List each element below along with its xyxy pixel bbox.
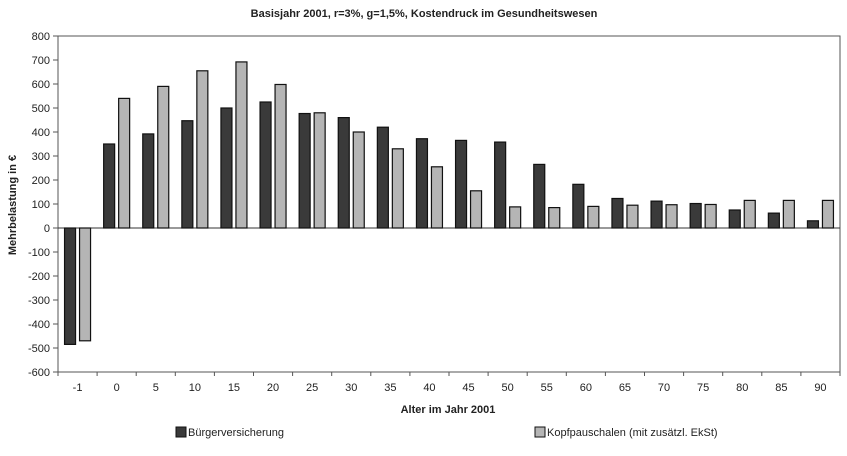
x-tick-label: -1 [73, 382, 83, 394]
x-tick-label: 75 [697, 382, 709, 394]
legend-label: Kopfpauschalen (mit zusätzl. EkSt) [547, 427, 718, 439]
x-tick-label: 30 [345, 382, 357, 394]
bar-kopfpauschalen [118, 97, 131, 229]
bar-buergerversicherung [63, 227, 77, 346]
y-axis-title: Mehrbelastung in € [7, 155, 19, 255]
x-tick-label: 90 [814, 382, 826, 394]
y-tick-label: 600 [32, 79, 50, 91]
bar-buergerversicherung [337, 116, 350, 229]
bar-buergerversicherung [494, 141, 507, 229]
bar-kopfpauschalen [313, 112, 326, 229]
bar-buergerversicherung [806, 220, 820, 229]
bar-buergerversicherung [376, 126, 389, 229]
bar-buergerversicherung [767, 212, 780, 229]
x-tick-label: 65 [619, 382, 631, 394]
x-tick-label: 70 [658, 382, 670, 394]
bar-buergerversicherung [181, 120, 194, 229]
plot-area: -600-500-400-300-200-1000100200300400500… [28, 31, 841, 394]
bar-kopfpauschalen [469, 190, 483, 229]
bar-kopfpauschalen [821, 199, 835, 229]
y-tick-label: 300 [32, 151, 50, 163]
bar-kopfpauschalen [78, 227, 92, 342]
bar-buergerversicherung [142, 133, 155, 229]
x-tick-label: 85 [775, 382, 787, 394]
bar-buergerversicherung [689, 202, 702, 229]
bar-kopfpauschalen [391, 148, 404, 229]
bar-buergerversicherung [728, 209, 741, 229]
bar-buergerversicherung [650, 200, 663, 229]
bar-kopfpauschalen [430, 166, 444, 229]
bar-buergerversicherung [611, 197, 624, 229]
x-tick-label: 10 [189, 382, 201, 394]
y-tick-label: 700 [32, 55, 50, 67]
y-tick-label: -100 [28, 247, 50, 259]
bar-kopfpauschalen [196, 70, 209, 229]
bar-kopfpauschalen [626, 204, 639, 229]
bar-buergerversicherung [415, 138, 429, 229]
bar-kopfpauschalen [235, 61, 248, 229]
x-tick-label: 5 [153, 382, 159, 394]
x-tick-label: 15 [228, 382, 240, 394]
plot-frame [57, 35, 841, 373]
x-tick-label: 0 [114, 382, 120, 394]
y-tick-label: 100 [32, 199, 50, 211]
bar-buergerversicherung [572, 183, 585, 229]
bar-buergerversicherung [220, 107, 233, 229]
bar-buergerversicherung [533, 163, 546, 229]
chart-title: Basisjahr 2001, r=3%, g=1,5%, Kostendruc… [251, 8, 598, 20]
bar-kopfpauschalen [548, 207, 561, 229]
bar-buergerversicherung [454, 139, 468, 229]
bar-kopfpauschalen [157, 85, 170, 229]
x-tick-label: 25 [306, 382, 318, 394]
bar-buergerversicherung [259, 101, 272, 229]
y-tick-label: 200 [32, 175, 50, 187]
bar-buergerversicherung [298, 112, 311, 229]
x-tick-label: 55 [541, 382, 553, 394]
y-tick-label: -200 [28, 271, 50, 283]
legend-label: Bürgerversicherung [188, 427, 284, 439]
x-axis-title: Alter im Jahr 2001 [401, 404, 496, 416]
bar-kopfpauschalen [782, 199, 795, 229]
bar-kopfpauschalen [274, 83, 287, 229]
y-tick-label: 0 [44, 223, 50, 235]
y-tick-label: -300 [28, 295, 50, 307]
legend-swatch [175, 426, 187, 438]
y-tick-label: -600 [28, 367, 50, 379]
bar-buergerversicherung [103, 143, 116, 229]
bar-kopfpauschalen [352, 131, 365, 229]
bar-kopfpauschalen [743, 199, 756, 229]
y-tick-label: -500 [28, 343, 50, 355]
bar-kopfpauschalen [509, 206, 522, 229]
bar-kopfpauschalen [587, 205, 600, 229]
x-tick-label: 35 [384, 382, 396, 394]
y-tick-label: -400 [28, 319, 50, 331]
x-tick-label: 50 [502, 382, 514, 394]
x-tick-label: 40 [423, 382, 435, 394]
bar-kopfpauschalen [704, 203, 717, 229]
x-tick-label: 80 [736, 382, 748, 394]
x-tick-label: 60 [580, 382, 592, 394]
y-tick-label: 800 [32, 31, 50, 43]
x-tick-label: 20 [267, 382, 279, 394]
y-tick-label: 400 [32, 127, 50, 139]
legend-swatch [534, 426, 546, 438]
legend: Bürgerversicherung Kopfpauschalen (mit zu… [175, 426, 718, 439]
x-tick-label: 45 [462, 382, 474, 394]
y-tick-label: 500 [32, 103, 50, 115]
bar-kopfpauschalen [665, 204, 678, 229]
